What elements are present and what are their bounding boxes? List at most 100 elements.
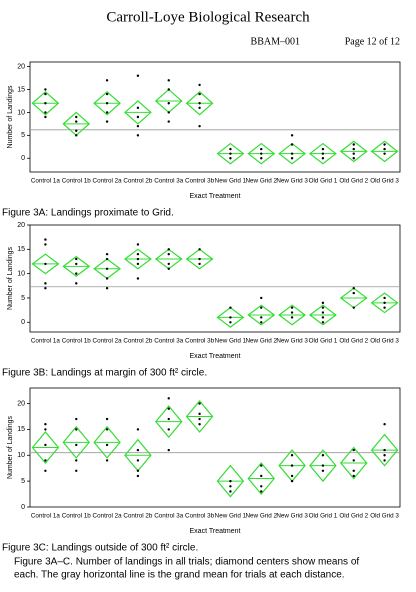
data-point bbox=[44, 92, 47, 96]
x-axis-label: Exact Treatment bbox=[190, 193, 241, 200]
data-point bbox=[136, 115, 140, 119]
data-point bbox=[44, 423, 47, 426]
data-point bbox=[352, 147, 355, 151]
x-tick-label: New Grid 1 bbox=[215, 338, 247, 345]
data-point bbox=[44, 459, 47, 462]
y-tick-label: 10 bbox=[17, 452, 25, 459]
data-point bbox=[352, 291, 355, 295]
data-point bbox=[44, 111, 47, 114]
data-point bbox=[44, 115, 47, 119]
data-point bbox=[136, 428, 140, 431]
data-point bbox=[136, 106, 140, 110]
plot-frame bbox=[29, 387, 401, 508]
x-tick-label: New Grid 2 bbox=[246, 338, 278, 345]
data-point bbox=[167, 267, 170, 270]
data-point bbox=[383, 454, 386, 457]
y-tick-label: 10 bbox=[17, 270, 25, 277]
x-tick-label: Control 3b bbox=[185, 513, 215, 520]
data-point bbox=[75, 257, 78, 261]
data-point bbox=[198, 412, 201, 416]
figure-caption: Figure 3C: Landings outside of 300 ft² c… bbox=[2, 543, 198, 554]
plot-frame bbox=[29, 224, 401, 333]
y-tick-label: 15 bbox=[17, 426, 25, 433]
plot-frame bbox=[29, 61, 401, 173]
data-point bbox=[75, 120, 78, 123]
data-point bbox=[44, 428, 47, 431]
data-point bbox=[167, 79, 170, 82]
data-point bbox=[167, 262, 170, 266]
data-point bbox=[260, 157, 263, 160]
data-point bbox=[105, 252, 109, 256]
data-point bbox=[105, 277, 109, 280]
data-point bbox=[352, 448, 355, 452]
data-point bbox=[136, 252, 140, 256]
x-tick-label: Control 3a bbox=[154, 513, 184, 520]
data-point bbox=[105, 79, 109, 82]
y-axis-label: Number of Landings bbox=[7, 246, 14, 310]
data-point bbox=[44, 443, 47, 447]
y-tick-label: 5 bbox=[21, 295, 25, 302]
data-point bbox=[75, 115, 78, 119]
data-point bbox=[260, 152, 263, 155]
data-point bbox=[167, 397, 170, 400]
data-point bbox=[44, 287, 47, 290]
data-point bbox=[321, 301, 325, 305]
data-point bbox=[75, 262, 78, 266]
x-tick-label: Control 1b bbox=[62, 338, 92, 345]
x-tick-label: Control 3b bbox=[185, 178, 215, 185]
data-point bbox=[260, 490, 263, 493]
data-point bbox=[352, 152, 355, 155]
data-point bbox=[383, 459, 386, 462]
doc-id: BBAM–001 bbox=[251, 36, 300, 47]
data-point bbox=[290, 474, 294, 478]
data-point bbox=[229, 321, 232, 324]
data-point bbox=[136, 243, 140, 246]
data-point bbox=[383, 143, 386, 146]
data-point bbox=[352, 306, 355, 309]
data-point bbox=[167, 248, 170, 251]
data-point bbox=[321, 469, 325, 472]
data-point bbox=[105, 267, 109, 270]
x-tick-label: Control 1a bbox=[31, 513, 61, 520]
x-tick-label: Control 1b bbox=[62, 178, 92, 185]
data-point bbox=[229, 479, 232, 483]
data-point bbox=[167, 448, 170, 452]
x-tick-label: Old Grid 2 bbox=[339, 178, 368, 185]
y-tick-label: 15 bbox=[17, 246, 25, 253]
x-tick-label: Old Grid 1 bbox=[309, 178, 338, 185]
y-tick-label: 15 bbox=[17, 86, 25, 93]
data-point bbox=[75, 443, 78, 447]
data-point bbox=[105, 443, 109, 447]
data-point bbox=[167, 252, 170, 256]
data-point bbox=[260, 464, 263, 467]
figure-caption: Figure 3B: Landings at margin of 300 ft²… bbox=[2, 368, 207, 379]
data-point bbox=[75, 428, 78, 431]
data-point bbox=[198, 262, 201, 266]
data-point bbox=[321, 454, 325, 457]
data-point bbox=[383, 296, 386, 300]
x-axis-label: Exact Treatment bbox=[190, 528, 241, 535]
data-point bbox=[136, 474, 140, 478]
x-tick-label: Control 2b bbox=[123, 338, 153, 345]
data-point bbox=[44, 238, 47, 241]
data-point bbox=[198, 417, 201, 421]
data-point bbox=[198, 102, 201, 105]
x-tick-label: Old Grid 2 bbox=[339, 513, 368, 520]
data-point bbox=[105, 417, 109, 421]
data-point bbox=[136, 134, 140, 137]
data-point bbox=[136, 124, 140, 128]
data-point bbox=[198, 92, 201, 96]
data-point bbox=[198, 402, 201, 405]
data-point bbox=[352, 469, 355, 472]
data-point bbox=[105, 257, 109, 261]
data-point bbox=[352, 287, 355, 290]
data-point bbox=[229, 316, 232, 319]
data-point bbox=[290, 134, 294, 137]
data-point bbox=[75, 459, 78, 462]
data-point bbox=[290, 454, 294, 457]
data-point bbox=[198, 248, 201, 251]
data-point bbox=[167, 120, 170, 123]
data-point bbox=[321, 157, 325, 160]
data-point bbox=[352, 157, 355, 160]
